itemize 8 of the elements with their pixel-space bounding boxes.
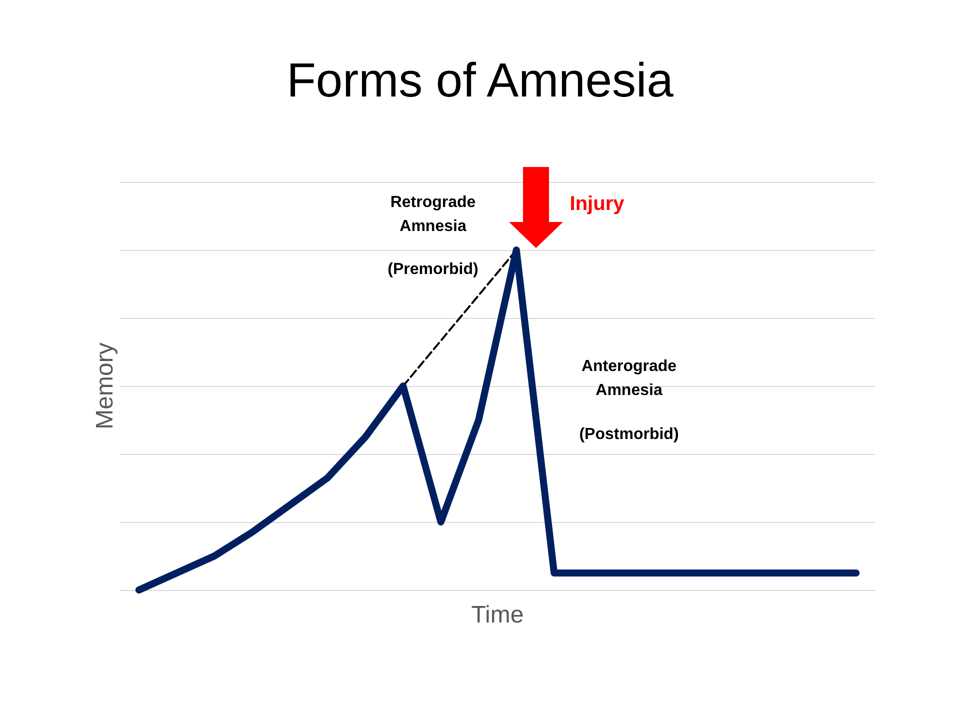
x-axis-title: Time bbox=[471, 601, 524, 628]
text: Injury bbox=[568, 192, 626, 216]
annotation: (Premorbid) bbox=[386, 260, 480, 280]
chart-title: Forms of Amnesia bbox=[286, 54, 674, 108]
y-axis-title: Memory bbox=[92, 342, 118, 430]
annotation: (Postmorbid) bbox=[578, 425, 680, 446]
text: Retrograde Amnesia bbox=[389, 193, 477, 237]
annotation: Anterograde Amnesia bbox=[580, 357, 678, 401]
